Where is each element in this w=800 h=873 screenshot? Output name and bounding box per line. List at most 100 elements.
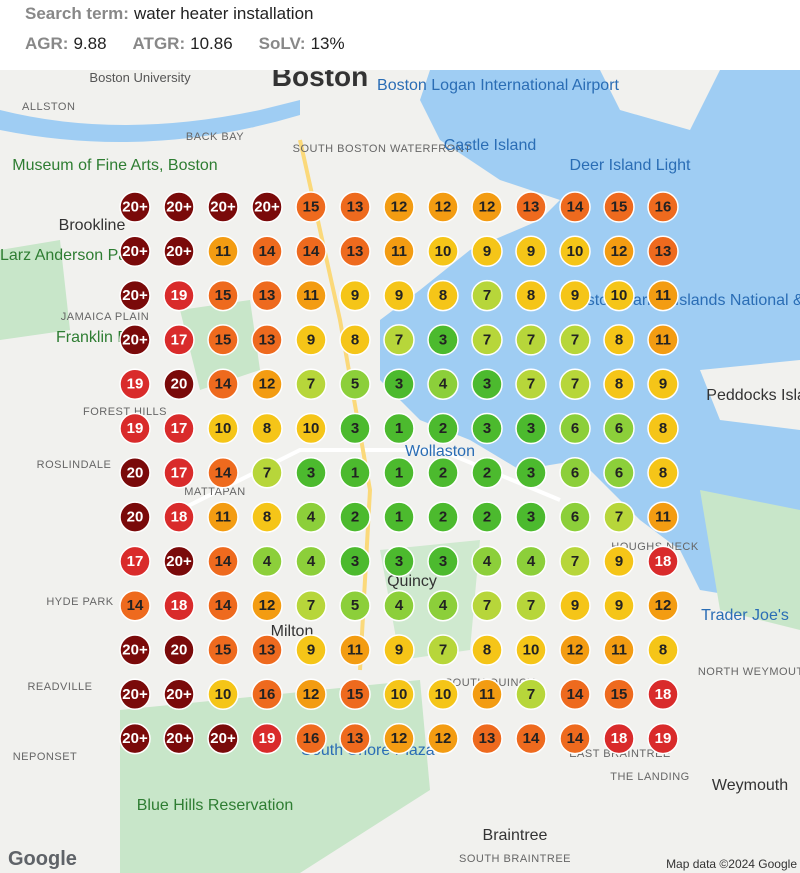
rank-label: 15 — [303, 199, 320, 216]
rank-marker — [383, 235, 415, 268]
rank-marker — [339, 634, 371, 666]
rank-label: 18 — [611, 730, 628, 747]
rank-marker — [603, 191, 635, 223]
rank-label: 11 — [215, 509, 231, 526]
rank-label: 2 — [439, 420, 447, 437]
place-label: THE LANDING — [610, 771, 689, 783]
place-label: FOREST HILLS — [83, 406, 167, 418]
rank-marker — [383, 678, 415, 711]
rank-label: 20+ — [166, 243, 192, 260]
rank-marker — [207, 678, 239, 711]
rank-label: 9 — [307, 642, 315, 659]
rank-label: 20+ — [166, 199, 192, 216]
rank-marker — [383, 368, 415, 400]
rank-label: 9 — [307, 331, 315, 348]
rank-label: 2 — [483, 464, 491, 481]
rank-marker — [163, 235, 195, 268]
place-label: Braintree — [483, 827, 548, 844]
rank-label: 8 — [483, 642, 491, 659]
rank-marker — [295, 589, 327, 622]
rank-marker — [119, 191, 151, 223]
rank-label: 20+ — [122, 642, 148, 659]
rank-marker — [163, 324, 195, 356]
rank-marker — [559, 324, 591, 356]
rank-label: 7 — [307, 597, 315, 614]
place-label: Castle Island — [444, 137, 537, 154]
rank-marker — [251, 722, 283, 755]
rank-label: 8 — [351, 331, 359, 348]
rank-marker — [603, 324, 635, 356]
rank-label: 10 — [391, 686, 408, 703]
rank-marker — [603, 545, 635, 578]
rank-marker — [471, 722, 503, 755]
rank-label: 17 — [127, 553, 144, 570]
rank-marker — [207, 634, 239, 666]
rank-marker — [163, 678, 195, 711]
rank-label: 8 — [659, 420, 667, 437]
rank-marker — [163, 545, 195, 578]
rank-label: 13 — [523, 199, 540, 216]
rank-label: 2 — [439, 464, 447, 481]
rank-marker — [251, 545, 283, 578]
rank-marker — [163, 412, 195, 445]
rank-label: 4 — [483, 553, 492, 570]
rank-label: 4 — [307, 509, 316, 526]
place-label: Trader Joe's — [701, 607, 789, 624]
rank-label: 9 — [659, 376, 667, 393]
rank-marker — [207, 235, 239, 268]
rank-label: 15 — [215, 287, 232, 304]
rank-marker — [251, 501, 283, 533]
rank-marker — [515, 634, 547, 666]
rank-label: 6 — [571, 420, 579, 437]
rank-label: 4 — [307, 553, 316, 570]
rank-marker — [383, 634, 415, 666]
rank-label: 4 — [439, 597, 448, 614]
rank-marker — [471, 634, 503, 666]
rank-label: 8 — [263, 509, 271, 526]
rank-label: 7 — [483, 597, 491, 614]
place-label: ALLSTON — [22, 101, 75, 113]
rank-label: 7 — [439, 642, 447, 659]
rank-label: 9 — [395, 287, 403, 304]
rank-marker — [119, 457, 151, 489]
rank-label: 12 — [303, 686, 320, 703]
rank-label: 20+ — [166, 686, 192, 703]
rank-label: 20 — [171, 642, 188, 659]
rank-label: 15 — [611, 199, 628, 216]
rank-label: 13 — [347, 243, 364, 260]
rank-label: 2 — [439, 509, 447, 526]
rank-label: 5 — [351, 376, 359, 393]
rank-marker — [383, 545, 415, 578]
rank-marker — [559, 722, 591, 755]
place-label: JAMAICA PLAIN — [61, 311, 149, 323]
rank-label: 7 — [571, 376, 579, 393]
rank-marker — [559, 368, 591, 400]
rank-marker — [207, 279, 239, 312]
rank-label: 15 — [347, 686, 364, 703]
rank-marker — [339, 501, 371, 533]
rank-marker — [119, 368, 151, 400]
rank-label: 14 — [215, 553, 232, 570]
rank-marker — [427, 412, 459, 445]
rank-label: 1 — [395, 420, 403, 437]
rank-label: 12 — [391, 730, 408, 747]
rank-marker — [119, 722, 151, 755]
rank-marker — [603, 722, 635, 755]
rank-marker — [603, 235, 635, 268]
rank-marker — [295, 235, 327, 268]
metric: SoLV: 13% — [259, 34, 345, 53]
rank-label: 9 — [527, 243, 535, 260]
rank-marker — [515, 368, 547, 400]
rank-marker — [427, 634, 459, 666]
rank-label: 2 — [483, 509, 491, 526]
rank-marker — [559, 589, 591, 622]
park — [700, 490, 800, 630]
rank-label: 13 — [655, 243, 672, 260]
rank-label: 14 — [567, 730, 584, 747]
rank-label: 3 — [351, 420, 359, 437]
rank-marker — [339, 368, 371, 400]
rank-marker — [647, 279, 679, 312]
place-label: Larz Anderson Park — [0, 247, 142, 264]
